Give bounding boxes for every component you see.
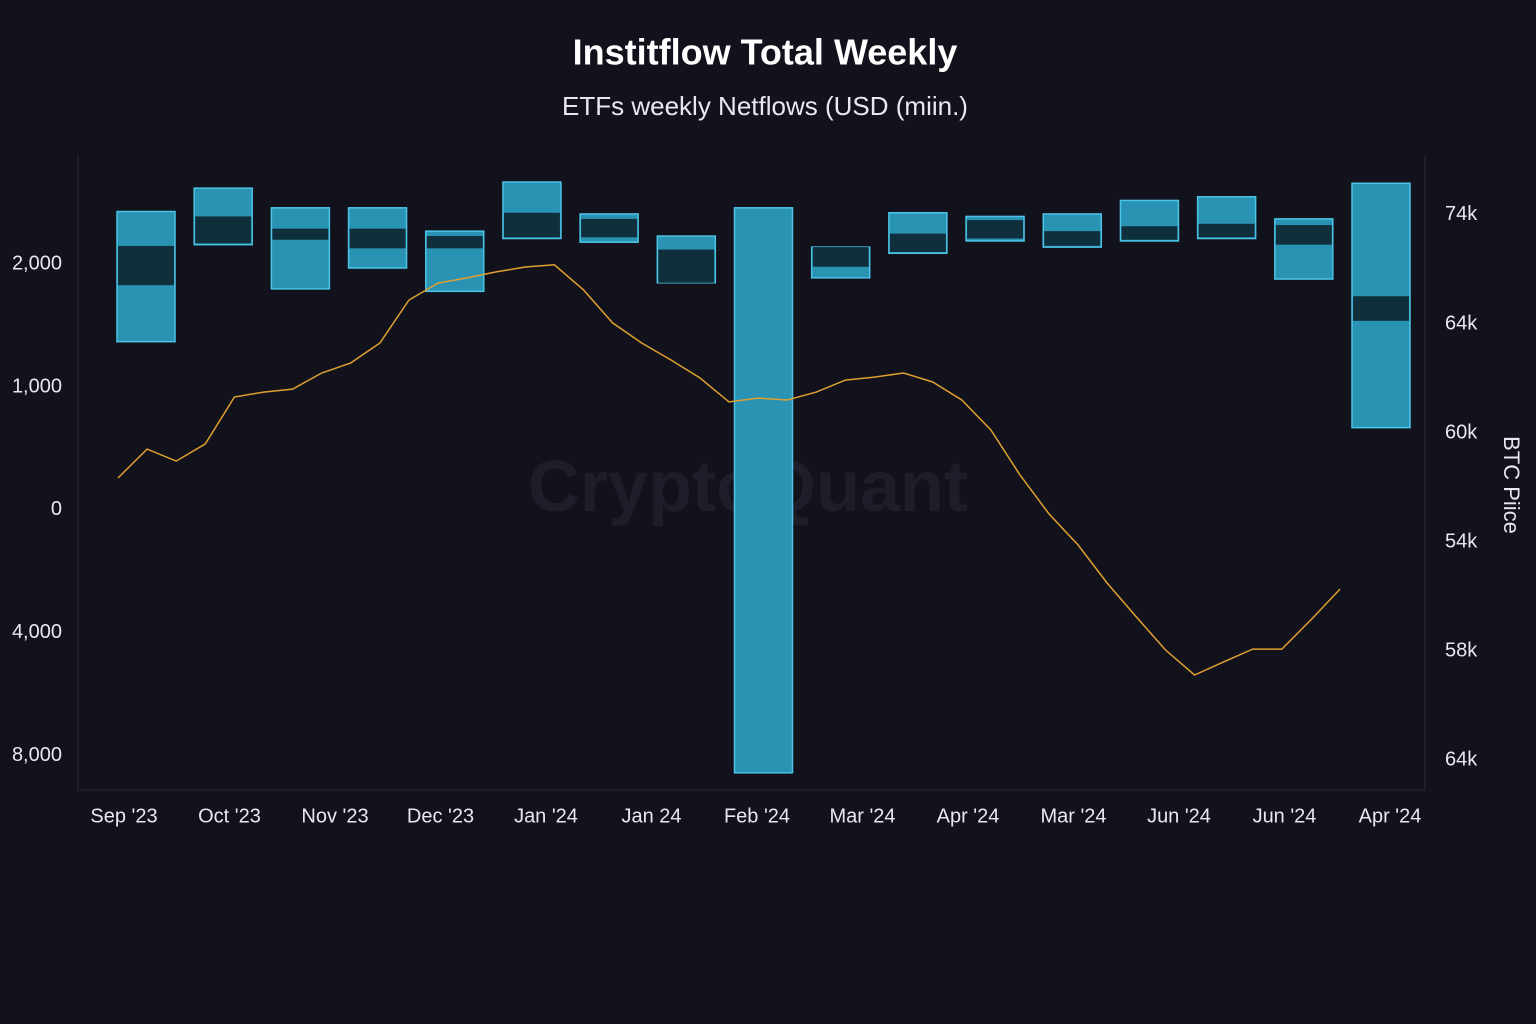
x-tick-label: Apr '24 [937,805,1000,827]
x-tick-label: Mar '24 [829,805,895,827]
x-tick-label: Nov '23 [301,805,368,827]
bar-inner [426,236,483,249]
bar [733,207,794,774]
bar-inner [1353,296,1409,321]
y2-tick-label: 64k [1445,748,1478,770]
y-tick-label: 1,000 [12,375,62,397]
x-tick-label: Oct '23 [198,805,261,827]
bar-inner [581,218,638,238]
x-tick-label: Feb '24 [724,805,790,827]
y2-tick-label: 64k [1445,312,1478,334]
x-tick-label: Sep '23 [90,805,157,827]
bar-inner [1275,225,1332,245]
y-tick-label: 8,000 [12,744,62,766]
bar-inner [349,228,406,249]
y-tick-label: 2,000 [12,253,62,275]
bar-inner [658,249,715,283]
x-tick-label: Jan 24 [621,805,681,827]
y2-tick-label: 60k [1445,421,1478,443]
bar-inner [1198,223,1255,238]
bar-inner [272,228,329,240]
x-tick-label: Jun '24 [1253,805,1317,827]
x-tick-label: Mar '24 [1040,805,1106,827]
x-tick-label: Jan '24 [514,805,578,827]
chart-subtitle: ETFs weekly Netflows (USD (miin.) [562,91,968,121]
x-tick-label: Apr '24 [1359,805,1422,827]
bar-inner [1121,226,1178,240]
bar-inner [195,216,252,244]
bar-inner [967,220,1024,239]
chart-title: Institflow Total Weekly [573,32,958,73]
y-tick-label: 4,000 [12,621,62,643]
bar-inner [118,245,174,286]
y2-axis-label: BTC Piice [1499,436,1524,534]
y-tick-label: 0 [51,498,62,520]
bar-inner [1044,231,1101,246]
bar [270,207,331,290]
price-line [117,264,1341,676]
y2-tick-label: 54k [1445,530,1478,552]
x-tick-label: Jun '24 [1147,805,1211,827]
bar-inner [812,247,869,267]
x-tick-label: Dec '23 [407,805,474,827]
y2-tick-label: 58k [1445,639,1478,661]
bar-inner [503,212,560,238]
y2-tick-label: 74k [1445,203,1478,225]
bar-inner [889,233,946,253]
